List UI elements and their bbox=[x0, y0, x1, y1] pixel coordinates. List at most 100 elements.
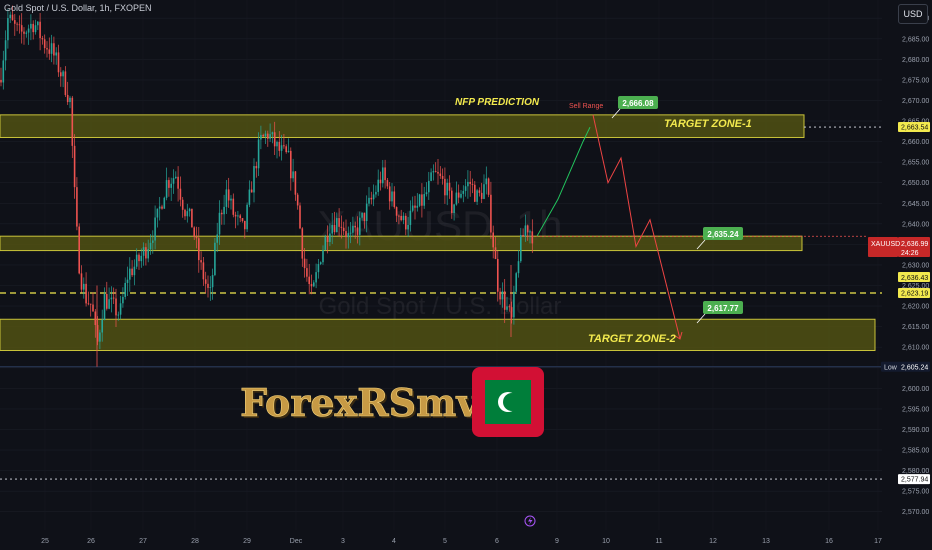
candle-body bbox=[184, 209, 186, 217]
candle-body bbox=[287, 150, 290, 153]
candle-body bbox=[115, 298, 117, 316]
candle-body bbox=[237, 215, 239, 217]
candles-group bbox=[0, 5, 534, 367]
callout-2666-box bbox=[618, 96, 658, 109]
projection-arrow-head bbox=[673, 331, 683, 340]
tag-2623: 2,623.19 bbox=[898, 287, 930, 298]
price-tick-label: 2,570.00 bbox=[902, 509, 929, 516]
maldives-flag-icon bbox=[472, 367, 544, 437]
candle-body bbox=[446, 182, 448, 196]
candle-body bbox=[241, 218, 244, 221]
currency-button[interactable]: USD bbox=[898, 4, 928, 24]
candle-body bbox=[18, 24, 21, 26]
candle-body bbox=[418, 194, 421, 206]
price-tick-label: 2,585.00 bbox=[902, 448, 929, 455]
brand-shadow: ForexRSmv bbox=[242, 382, 482, 427]
candle-body bbox=[195, 236, 198, 239]
price-tick-label: 2,685.00 bbox=[902, 36, 929, 43]
arrow-head-path bbox=[673, 331, 683, 340]
target-zone-2-label: TARGET ZONE-2 bbox=[588, 333, 676, 345]
candle-body bbox=[255, 166, 258, 169]
callout-2666[interactable]: 2,666.08 bbox=[611, 96, 658, 119]
callout-2617-box bbox=[703, 301, 743, 314]
candle-body bbox=[467, 181, 469, 187]
candle-body bbox=[140, 255, 143, 262]
candle-body bbox=[301, 228, 304, 259]
time-tick-label: 10 bbox=[602, 538, 610, 545]
svg-text:2,605.24: 2,605.24 bbox=[901, 364, 928, 371]
candle-body bbox=[204, 279, 207, 284]
price-tick-label: 2,610.00 bbox=[902, 345, 929, 352]
candle-body bbox=[106, 293, 108, 309]
candle-body bbox=[290, 150, 292, 179]
lightning-icon[interactable] bbox=[524, 515, 536, 527]
candle-body bbox=[474, 184, 476, 202]
candle-body bbox=[202, 262, 205, 280]
candle-body bbox=[416, 205, 419, 208]
candle-body bbox=[273, 132, 276, 147]
candle-body bbox=[499, 291, 501, 300]
time-tick-label: 29 bbox=[243, 538, 251, 545]
time-tick-label: 12 bbox=[709, 538, 717, 545]
candle-body bbox=[216, 234, 218, 243]
candle-body bbox=[149, 242, 152, 250]
candle-body bbox=[361, 212, 363, 218]
candle-body bbox=[131, 268, 133, 276]
target-zone-1-box[interactable] bbox=[0, 114, 805, 138]
candle-body bbox=[402, 215, 405, 221]
price-tick-label: 2,575.00 bbox=[902, 489, 929, 496]
candle-body bbox=[60, 72, 62, 77]
callout-2635[interactable]: 2,635.24 bbox=[696, 227, 743, 250]
price-tick-label: 2,660.00 bbox=[902, 139, 929, 146]
candle-body bbox=[181, 199, 184, 210]
candle-body bbox=[62, 71, 64, 77]
candle-body bbox=[292, 171, 294, 179]
time-tick-label: Dec bbox=[290, 538, 303, 545]
callout-2617-text: 2,617.77 bbox=[707, 304, 739, 313]
candle-body bbox=[25, 32, 28, 34]
candle-body bbox=[352, 225, 354, 233]
time-tick-label: 25 bbox=[41, 538, 49, 545]
candle-body bbox=[46, 48, 48, 50]
candle-body bbox=[462, 190, 465, 194]
candle-body bbox=[50, 43, 53, 54]
candle-body bbox=[39, 21, 41, 39]
callout-2617-pointer bbox=[696, 313, 706, 324]
middle-zone-box[interactable] bbox=[0, 235, 803, 252]
candle-body bbox=[515, 273, 517, 292]
candle-body bbox=[30, 23, 32, 29]
time-axis[interactable]: 25 26 27 28 29 Dec 3 4 5 6 9 10 11 12 13 16 17 bbox=[41, 538, 882, 545]
candle-body bbox=[517, 261, 520, 274]
candle-body bbox=[92, 304, 94, 312]
candle-body bbox=[531, 231, 534, 244]
candle-body bbox=[27, 28, 30, 33]
candle-body bbox=[64, 71, 67, 95]
candle-body bbox=[382, 167, 384, 184]
candle-body bbox=[354, 225, 356, 228]
candle-body bbox=[280, 145, 283, 151]
candle-body bbox=[331, 224, 333, 234]
candle-body bbox=[347, 233, 350, 238]
candle-body bbox=[506, 306, 508, 310]
target-zone-2-box[interactable] bbox=[0, 318, 876, 352]
candle-body bbox=[271, 132, 274, 135]
callout-2617[interactable]: 2,617.77 bbox=[696, 301, 743, 324]
candle-body bbox=[122, 296, 124, 304]
candle-body bbox=[133, 266, 136, 276]
tag-2663: 2,663.54 bbox=[898, 122, 930, 133]
target-zone-1-label: TARGET ZONE-1 bbox=[664, 118, 752, 130]
candle-body bbox=[503, 291, 506, 310]
candle-body bbox=[80, 273, 83, 290]
candle-body bbox=[441, 175, 444, 179]
brand-logo: ForexRSmv bbox=[240, 380, 480, 425]
candle-body bbox=[168, 180, 170, 188]
candle-body bbox=[368, 197, 370, 204]
candle-body bbox=[278, 141, 281, 151]
time-tick-label: 27 bbox=[139, 538, 147, 545]
candle-body bbox=[267, 133, 269, 139]
candle-body bbox=[119, 303, 122, 315]
callout-2635-pointer bbox=[696, 239, 706, 250]
candle-body bbox=[73, 145, 76, 188]
